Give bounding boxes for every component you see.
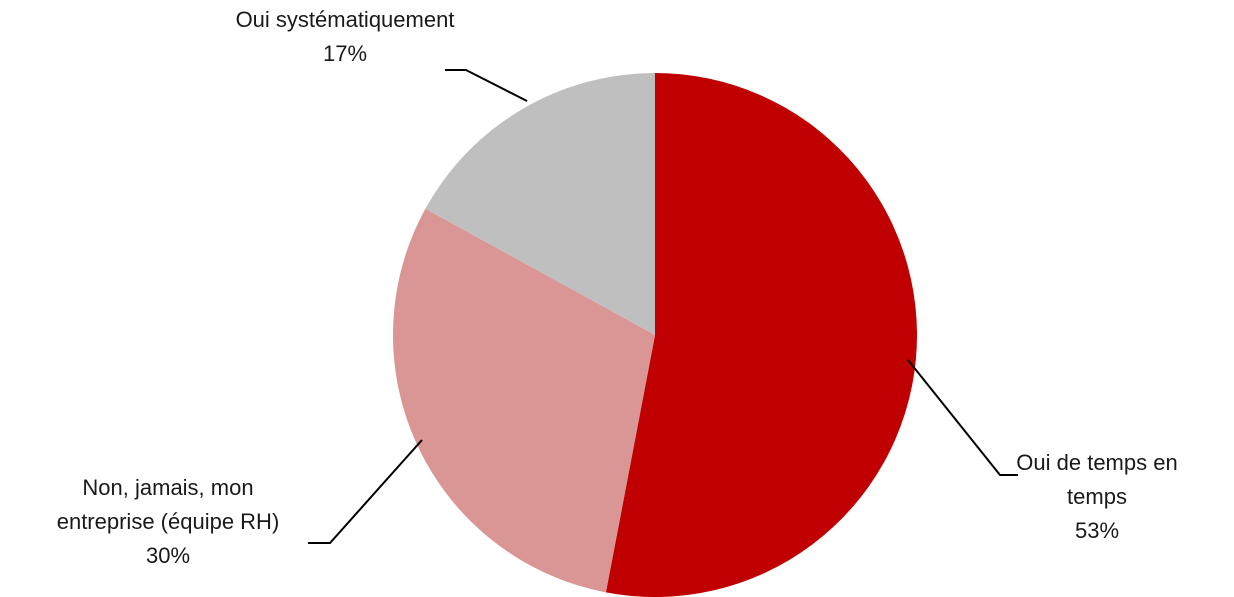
leader-lines [308,69,1018,544]
pie-slice-1 [392,208,655,593]
pie-slice-0 [605,73,917,597]
leader-line-1 [308,439,423,544]
slice-label-0: Oui de temps en temps 53% [1016,450,1177,543]
slice-labels: Oui de temps en temps 53% Non, jamais, mon e… [57,7,1178,568]
slice-value-label: 30% [146,543,190,568]
slice-label-1: Non, jamais, mon entreprise (équipe RH) 30… [57,475,280,568]
slice-value-label: 17% [323,41,367,66]
slice-category-label: temps [1067,484,1127,509]
pie-slice-2 [425,73,655,335]
slice-label-2: Oui systématiquement 17% [236,7,455,66]
pie-slices [392,73,917,597]
leader-line-0 [907,359,1018,476]
slice-category-label: entreprise (équipe RH) [57,509,280,534]
slice-category-label: Non, jamais, mon [82,475,253,500]
leader-line-2 [445,69,528,102]
slice-category-label: Oui systématiquement [236,7,455,32]
slice-category-label: Oui de temps en [1016,450,1177,475]
slice-value-label: 53% [1075,518,1119,543]
